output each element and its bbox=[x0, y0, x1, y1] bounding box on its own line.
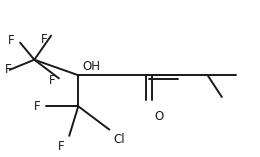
Text: F: F bbox=[5, 63, 11, 76]
Text: O: O bbox=[154, 110, 164, 123]
Text: F: F bbox=[48, 74, 55, 87]
Text: F: F bbox=[57, 140, 64, 153]
Text: F: F bbox=[34, 100, 41, 113]
Text: F: F bbox=[41, 33, 47, 46]
Text: OH: OH bbox=[82, 60, 100, 73]
Text: Cl: Cl bbox=[113, 133, 125, 146]
Text: F: F bbox=[8, 34, 15, 47]
